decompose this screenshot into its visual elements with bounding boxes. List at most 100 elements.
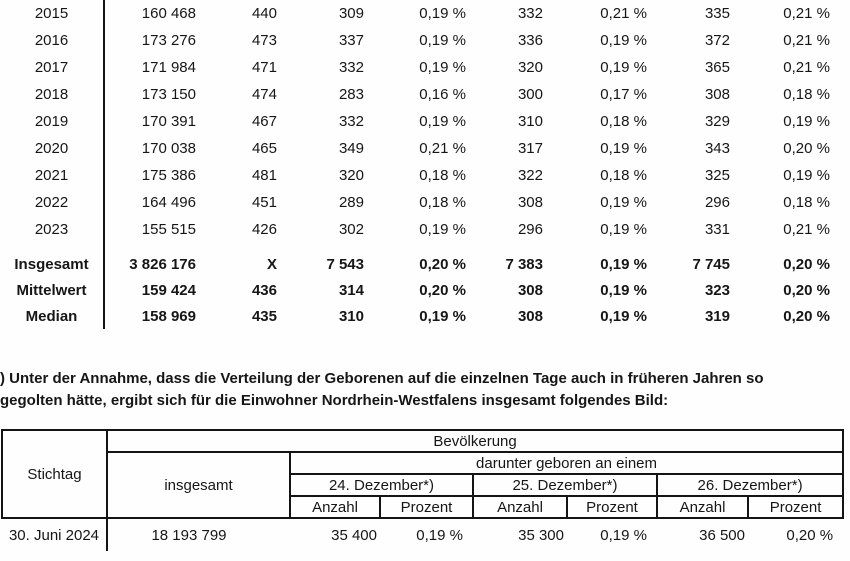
dec24-anzahl-cell: 289	[338, 194, 364, 211]
stichtag-cell: 30. Juni 2024	[2, 518, 108, 551]
table-row: 2021 175 386 481 320 0,18 % 322 0,18 % 3…	[0, 162, 844, 189]
dec26-anzahl-cell: 329	[704, 113, 730, 130]
dec26-prozent-cell: 0,20 %	[783, 307, 830, 325]
dec25-header: 25. Dezember*)	[472, 473, 658, 497]
dec24-anzahl-cell: 332	[338, 59, 364, 76]
dec24-anzahl-cell: 337	[338, 32, 364, 49]
footnote-line-2: gegolten hätte, ergibt sich für die Einw…	[0, 392, 669, 409]
daily-average-cell: 435	[251, 307, 277, 325]
dec24-header: 24. Dezember*)	[289, 473, 474, 497]
year-label: 2019	[0, 108, 105, 135]
dec25-anzahl-cell: 322	[517, 167, 543, 184]
dec24-anzahl-cell: 302	[338, 221, 364, 238]
dec25-prozent-cell: 0,17 %	[600, 86, 647, 103]
dec26-anzahl-cell: 308	[704, 86, 730, 103]
dec24-prozent-cell: 0,19 %	[419, 221, 466, 238]
dec24-anzahl-cell: 332	[338, 113, 364, 130]
yearly-births-table: 2015 160 468 440 309 0,19 % 332 0,21 % 3…	[0, 0, 844, 329]
prozent-header: Prozent	[746, 495, 845, 519]
table-row: 2020 170 038 465 349 0,21 % 317 0,19 % 3…	[0, 135, 844, 162]
prozent-header: Prozent	[566, 495, 658, 519]
dec25-anzahl-cell: 35 300	[518, 526, 564, 544]
dec24-prozent-cell: 0,19 %	[416, 526, 463, 544]
spacer-row	[0, 243, 844, 251]
dec24-prozent-cell: 0,19 %	[419, 59, 466, 76]
births-total-cell: 170 391	[141, 113, 196, 130]
dec24-anzahl-cell: 349	[338, 140, 364, 157]
dec24-anzahl-cell: 283	[338, 86, 364, 103]
dec25-anzahl-cell: 336	[517, 32, 543, 49]
dec24-anzahl-cell: 310	[338, 307, 364, 325]
dec24-anzahl-cell: 7 543	[326, 255, 364, 273]
daily-average-cell: 440	[251, 5, 277, 22]
dec24-prozent-cell: 0,20 %	[419, 281, 466, 299]
data-row: 30. Juni 2024 18 193 799 35 400 0,19 % 3…	[2, 518, 843, 551]
anzahl-header: Anzahl	[289, 495, 381, 519]
dec26-anzahl-cell: 7 745	[692, 255, 730, 273]
dec26-prozent-cell: 0,21 %	[783, 221, 830, 238]
dec26-prozent-cell: 0,19 %	[783, 113, 830, 130]
year-label: 2017	[0, 54, 105, 81]
dec25-prozent-cell: 0,19 %	[600, 281, 647, 299]
births-total-cell: 159 424	[141, 281, 196, 299]
births-total-cell: 155 515	[141, 221, 196, 238]
dec25-anzahl-cell: 332	[517, 5, 543, 22]
births-total-cell: 164 496	[141, 194, 196, 211]
dec25-anzahl-cell: 317	[517, 140, 543, 157]
dec24-prozent-cell: 0,19 %	[419, 113, 466, 130]
prozent-header: Prozent	[379, 495, 474, 519]
table-row: 2022 164 496 451 289 0,18 % 308 0,19 % 2…	[0, 189, 844, 216]
table-row: 2016 173 276 473 337 0,19 % 336 0,19 % 3…	[0, 27, 844, 54]
insgesamt-header: insgesamt	[106, 451, 291, 519]
row-label: Mittelwert	[0, 277, 105, 303]
daily-average-cell: 481	[251, 167, 277, 184]
dec24-prozent-cell: 0,19 %	[419, 32, 466, 49]
daily-average-cell: 426	[251, 221, 277, 238]
dec26-anzahl-cell: 372	[704, 32, 730, 49]
median-row: Median 158 969 435 310 0,19 % 308 0,19 %…	[0, 303, 844, 329]
dec26-prozent-cell: 0,20 %	[783, 255, 830, 273]
year-label: 2015	[0, 0, 105, 27]
dec26-prozent-cell: 0,20 %	[783, 281, 830, 299]
dec26-prozent-cell: 0,20 %	[783, 140, 830, 157]
daily-average-cell: X	[266, 255, 277, 273]
dec26-prozent-cell: 0,21 %	[783, 5, 830, 22]
dec25-prozent-cell: 0,19 %	[600, 221, 647, 238]
table-row: 2017 171 984 471 332 0,19 % 320 0,19 % 3…	[0, 54, 844, 81]
dec26-anzahl-cell: 319	[704, 307, 730, 325]
births-total-cell: 170 038	[141, 140, 196, 157]
daily-average-cell: 474	[251, 86, 277, 103]
population-table: Stichtag Bevölkerung insgesamt darunter …	[1, 429, 845, 551]
dec26-prozent-cell: 0,20 %	[786, 526, 834, 544]
dec25-anzahl-cell: 310	[517, 113, 543, 130]
header-row: Anzahl Prozent Anzahl Prozent Anzahl Pro…	[2, 495, 845, 519]
dec25-prozent-cell: 0,19 %	[600, 526, 647, 544]
footnote-paragraph: ) Unter der Annahme, dass die Verteilung…	[0, 368, 850, 412]
dec25-prozent-cell: 0,19 %	[600, 255, 647, 273]
row-label: Median	[0, 303, 105, 329]
births-total-cell: 3 826 176	[129, 255, 196, 273]
dec25-anzahl-cell: 320	[517, 59, 543, 76]
dec26-anzahl-cell: 323	[704, 281, 730, 299]
daily-average-cell: 471	[251, 59, 277, 76]
bevoelkerung-header: Bevölkerung	[105, 429, 845, 453]
row-label: Insgesamt	[0, 251, 105, 277]
dec26-header: 26. Dezember*)	[655, 473, 845, 497]
dec25-prozent-cell: 0,19 %	[600, 194, 647, 211]
insgesamt-cell: 18 193 799	[151, 526, 227, 544]
dec25-prozent-cell: 0,19 %	[600, 140, 647, 157]
dec24-prozent-cell: 0,21 %	[419, 140, 466, 157]
dec25-anzahl-cell: 296	[517, 221, 543, 238]
dec24-prozent-cell: 0,19 %	[419, 5, 466, 22]
dec25-anzahl-cell: 308	[517, 281, 543, 299]
dec25-prozent-cell: 0,19 %	[600, 32, 647, 49]
year-label: 2016	[0, 27, 105, 54]
dec24-anzahl-cell: 309	[338, 5, 364, 22]
dec24-prozent-cell: 0,18 %	[419, 167, 466, 184]
dec26-anzahl-cell: 343	[704, 140, 730, 157]
daily-average-cell: 467	[251, 113, 277, 130]
header-row: 24. Dezember*) 25. Dezember*) 26. Dezemb…	[2, 473, 845, 497]
dec25-prozent-cell: 0,18 %	[600, 167, 647, 184]
year-label: 2023	[0, 216, 105, 243]
dec26-anzahl-cell: 331	[704, 221, 730, 238]
